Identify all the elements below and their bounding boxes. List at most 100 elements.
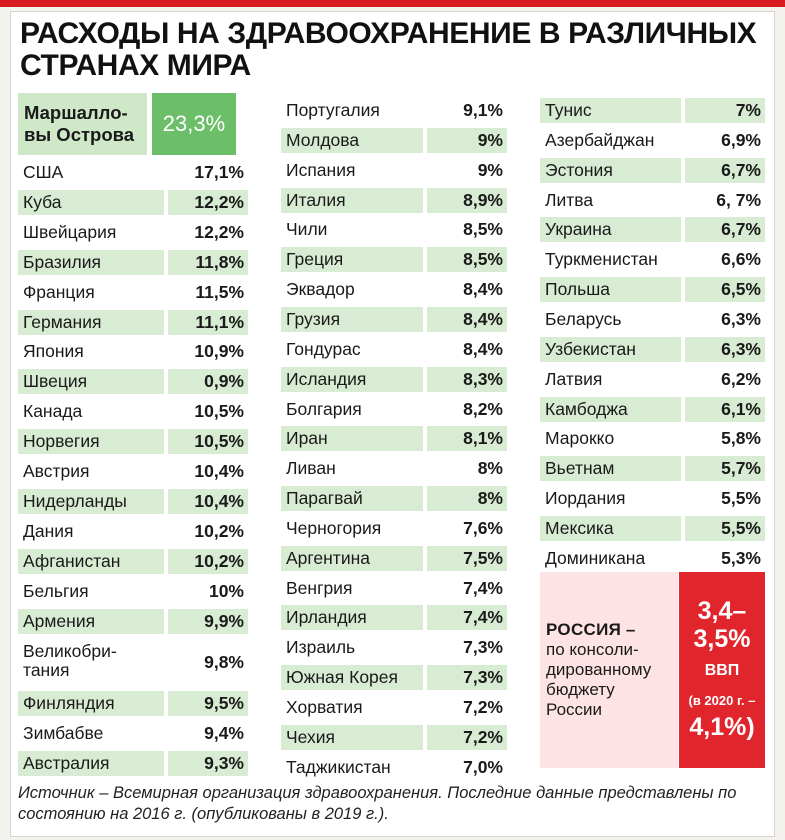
country-name: Тунис (540, 98, 681, 123)
table-row: Армения 9,9% (18, 608, 248, 634)
russia-block: РОССИЯ – по консоли-дированному бюджету Ро… (540, 572, 765, 768)
country-name: Исландия (281, 366, 423, 392)
country-name: Беларусь (545, 308, 622, 329)
country-name: Латвия (545, 368, 603, 389)
top-accent-bar (0, 0, 785, 7)
table-row: Парагвай 8% (281, 486, 507, 512)
country-name: Туркменистан (545, 249, 658, 270)
table-row: Чехия 7,2% (281, 724, 507, 750)
country-value: 9,4% (204, 723, 244, 744)
table-row: Швейцария 12,2% (18, 220, 248, 245)
country-name: Иран (281, 426, 423, 452)
country-name: Грузия (281, 306, 423, 332)
country-value: 5,5% (685, 515, 765, 541)
table-row: Италия 8,9% (281, 187, 507, 213)
table-row: Аргентина 7,5% (281, 545, 507, 571)
country-name: Хорватия (286, 697, 363, 717)
country-value: 6,7% (685, 217, 765, 243)
country-name: США (23, 162, 64, 182)
source-footnote: Источник – Всемирная организация здравоо… (18, 784, 737, 823)
russia-prev-value: 4,1%) (689, 713, 755, 741)
table-row: Куба 12,2% (18, 189, 248, 215)
russia-country: РОССИЯ (546, 620, 622, 639)
country-value: 7,5% (427, 545, 507, 571)
country-name: Австралия (18, 751, 164, 777)
table-row: Литва 6, 7% (540, 188, 765, 213)
country-value: 7,3% (427, 665, 507, 691)
russia-value-line1: 3,4– (697, 597, 747, 625)
country-value: 6,2% (721, 368, 761, 389)
table-row: Канада 10,5% (18, 399, 248, 424)
table-row: Афганистан 10,2% (18, 548, 248, 574)
country-name: Франция (23, 281, 95, 302)
country-name: Эстония (540, 157, 681, 183)
country-value: 7,4% (463, 577, 503, 598)
country-name: Молдова (281, 127, 423, 153)
country-value: 8,4% (427, 306, 507, 332)
country-name: Ирландия (281, 605, 423, 631)
country-name: Таджикистан (286, 756, 391, 777)
country-value: 10,4% (194, 461, 244, 481)
table-row: Бразилия 11,8% (18, 249, 248, 275)
country-name: Аргентина (281, 545, 423, 571)
country-value: 5,3% (721, 547, 761, 568)
table-row: Грузия 8,4% (281, 306, 507, 332)
table-row: Гондурас 8,4% (281, 337, 507, 362)
table-row: Швеция 0,9% (18, 369, 248, 395)
table-row: Вьетнам 5,7% (540, 456, 765, 482)
country-value: 17,1% (194, 162, 244, 182)
table-row: Ливан 8% (281, 456, 507, 481)
country-name: Польша (540, 277, 681, 303)
country-value: 6,9% (721, 129, 761, 150)
country-name: Канада (23, 401, 83, 422)
country-value: 6,6% (721, 249, 761, 270)
country-name: Узбекистан (540, 336, 681, 362)
table-row: Камбоджа 6,1% (540, 396, 765, 422)
country-value: 5,5% (721, 488, 761, 509)
country-value: 7,0% (463, 756, 503, 777)
country-name: Испания (286, 159, 356, 180)
country-value: 9% (477, 159, 503, 180)
russia-unit: ВВП (704, 662, 740, 679)
country-name: Камбоджа (540, 396, 681, 422)
country-value: 11,8% (168, 249, 248, 275)
table-row: Украина 6,7% (540, 217, 765, 243)
table-row: Польша 6,5% (540, 277, 765, 303)
country-value: 5,7% (685, 456, 765, 482)
column-2: Португалия 9,1% Молдова 9% Испания 9% Италия 8,… (281, 93, 507, 777)
table-row: Бельгия 10% (18, 579, 248, 604)
country-name: Нидерланды (18, 488, 164, 514)
country-value: 12,2% (168, 189, 248, 215)
country-name: Италия (281, 187, 423, 213)
country-name: Великобри-тания (23, 641, 117, 681)
country-value: 10,5% (194, 401, 244, 422)
table-row: Эстония 6,7% (540, 157, 765, 183)
country-value: 9% (427, 127, 507, 153)
country-value: 7,4% (427, 605, 507, 631)
table-row: Великобри-тания 9,8% (18, 638, 248, 686)
country-name: Болгария (286, 398, 362, 419)
country-value: 8,4% (463, 279, 503, 300)
table-row: Беларусь 6,3% (540, 307, 765, 332)
table-row: Исландия 8,3% (281, 366, 507, 392)
table-row: Туркменистан 6,6% (540, 247, 765, 272)
country-name: Чили (286, 219, 328, 240)
table-row: Латвия 6,2% (540, 367, 765, 392)
table-row: Таджикистан 7,0% (281, 755, 507, 780)
country-value: 6,7% (685, 157, 765, 183)
country-value: 6,3% (685, 336, 765, 362)
russia-note: по консоли-дированному бюджету России (546, 640, 652, 719)
country-value: 6, 7% (716, 189, 761, 210)
country-name: Израиль (286, 637, 356, 658)
table-row: Азербайджан 6,9% (540, 128, 765, 153)
table-row: Австрия 10,4% (18, 459, 248, 484)
country-name: Южная Корея (281, 665, 423, 691)
country-name: Португалия (286, 100, 380, 120)
country-name: Норвегия (18, 429, 164, 455)
country-value: 10,2% (168, 548, 248, 574)
country-value: 7,2% (427, 724, 507, 750)
country-name: Япония (23, 341, 84, 362)
russia-dash: – (625, 620, 636, 639)
table-row: Иран 8,1% (281, 426, 507, 452)
table-row: Марокко 5,8% (540, 426, 765, 451)
